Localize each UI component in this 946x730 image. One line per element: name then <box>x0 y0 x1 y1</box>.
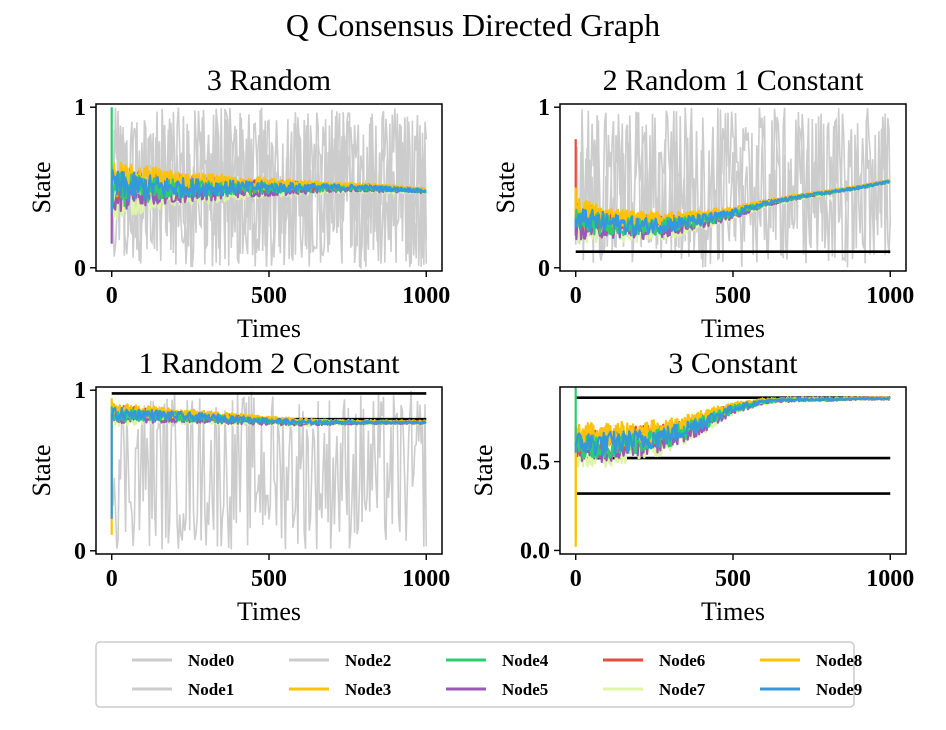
legend-label: Node7 <box>659 680 706 699</box>
x-axis-label: Times <box>701 314 765 343</box>
y-axis-label: State <box>27 445 56 497</box>
series-node8 <box>574 396 891 547</box>
series-node2-random <box>110 107 428 270</box>
panel-title: 3 Random <box>207 64 331 97</box>
series-node3 <box>574 396 891 542</box>
y-tick-label: 1 <box>538 95 550 121</box>
y-tick-label: 1 <box>74 378 86 404</box>
legend-item-node6: Node6 <box>603 651 705 670</box>
series-node1-random <box>574 107 892 268</box>
y-axis-label: State <box>469 445 498 497</box>
panel-3-random: 3 Random 0 500 1000 0 1 Times State <box>27 64 450 343</box>
legend-item-node2: Node2 <box>289 651 391 670</box>
legend-item-node1: Node1 <box>132 680 234 699</box>
legend-label: Node2 <box>345 651 391 670</box>
x-tick-label: 1000 <box>402 283 450 309</box>
plot-area <box>110 107 428 270</box>
legend-label: Node0 <box>188 651 234 670</box>
plot-area <box>574 387 891 547</box>
y-tick-label: 1 <box>74 95 86 121</box>
legend-item-node5: Node5 <box>446 680 548 699</box>
series-node9 <box>110 406 427 519</box>
series-node9 <box>574 179 891 236</box>
x-tick-label: 0 <box>106 566 118 592</box>
y-tick-label: 0 <box>74 256 86 282</box>
panel-title: 2 Random 1 Constant <box>603 64 864 97</box>
legend-label: Node5 <box>502 680 548 699</box>
series-node7 <box>574 397 890 533</box>
series-node9 <box>574 396 891 457</box>
x-tick-label: 500 <box>251 283 287 309</box>
y-tick-label: 0 <box>538 256 550 282</box>
legend-label: Node6 <box>659 651 705 670</box>
legend-label: Node1 <box>188 680 234 699</box>
panel-3-constant: 3 Constant 0 500 1000 0.0 0.5 Times State <box>469 347 914 626</box>
legend-label: Node4 <box>502 651 549 670</box>
figure-title: Q Consensus Directed Graph <box>286 7 660 43</box>
x-tick-label: 1000 <box>402 566 450 592</box>
y-axis-label: State <box>27 162 56 214</box>
panel-2-random-1-constant: 2 Random 1 Constant 0 500 1000 0 1 Times State <box>491 64 914 343</box>
y-tick-label: 0.5 <box>520 450 550 476</box>
legend-frame <box>95 641 855 708</box>
x-tick-label: 0 <box>106 283 118 309</box>
x-tick-label: 500 <box>715 283 751 309</box>
plot-area <box>574 107 892 268</box>
legend-label: Node9 <box>816 680 862 699</box>
legend-item-node4: Node4 <box>446 651 549 670</box>
panel-title: 1 Random 2 Constant <box>139 347 400 380</box>
legend-item-node9: Node9 <box>760 680 862 699</box>
x-axis-label: Times <box>237 314 301 343</box>
legend-label: Node3 <box>345 680 391 699</box>
y-tick-label: 0.0 <box>520 538 550 564</box>
legend-item-node3: Node3 <box>289 680 391 699</box>
x-tick-label: 500 <box>715 566 751 592</box>
legend-item-node8: Node8 <box>760 651 862 670</box>
x-axis-label: Times <box>701 597 765 626</box>
y-tick-label: 0 <box>74 539 86 565</box>
x-tick-label: 0 <box>570 283 582 309</box>
panel-title: 3 Constant <box>668 347 798 380</box>
plot-area <box>110 390 428 550</box>
x-tick-label: 500 <box>251 566 287 592</box>
legend-item-node7: Node7 <box>603 680 706 699</box>
x-tick-label: 1000 <box>866 566 914 592</box>
series-node9 <box>110 168 427 212</box>
legend-label: Node8 <box>816 651 862 670</box>
panel-1-random-2-constant: 1 Random 2 Constant 0 500 1000 0 1 Times State <box>27 347 450 626</box>
x-tick-label: 1000 <box>866 283 914 309</box>
legend: Node0 Node1 Node2 Node3 Node4 Node5 Node6 Node7… <box>95 641 862 708</box>
legend-item-node0: Node0 <box>132 651 234 670</box>
y-axis-label: State <box>491 162 520 214</box>
x-axis-label: Times <box>237 597 301 626</box>
x-tick-label: 0 <box>570 566 582 592</box>
